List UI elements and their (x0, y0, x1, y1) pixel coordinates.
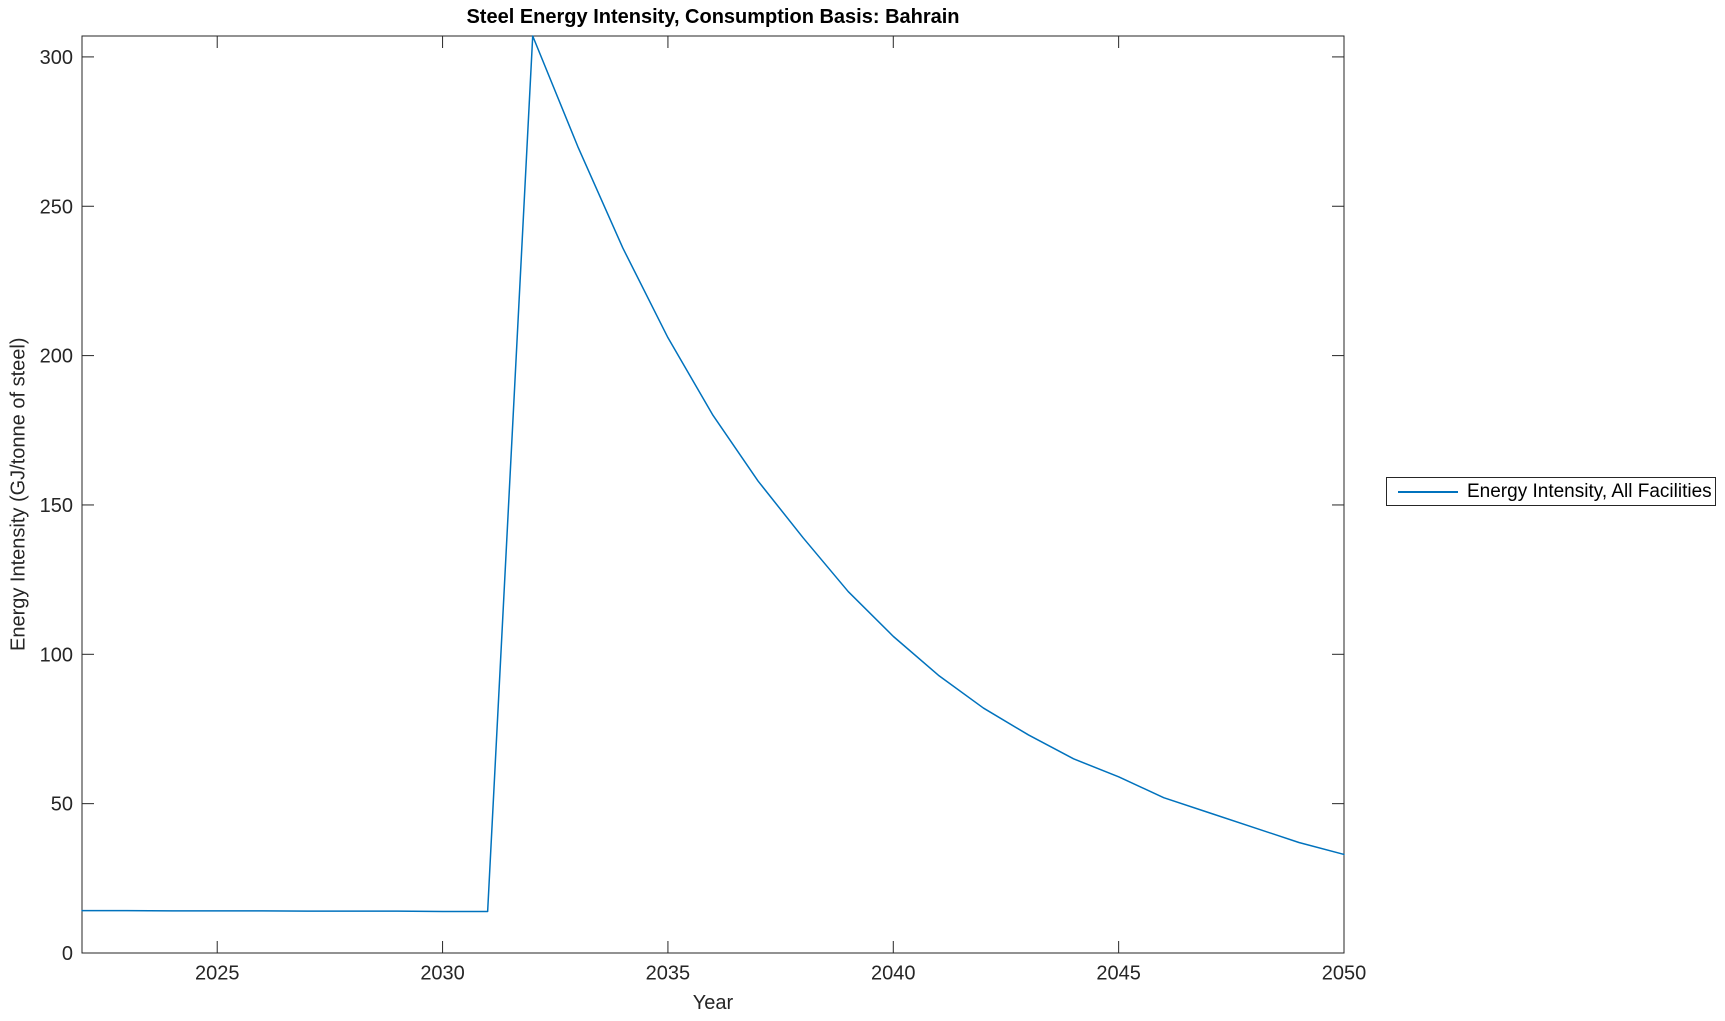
y-tick-label: 0 (62, 943, 73, 965)
x-tick-label: 2050 (1322, 963, 1367, 985)
y-tick-label: 100 (40, 644, 73, 666)
y-tick-label: 200 (40, 346, 73, 368)
x-tick-label: 2035 (646, 963, 691, 985)
y-tick-label: 150 (40, 495, 73, 517)
y-tick-label: 300 (40, 47, 73, 69)
x-tick-label: 2040 (871, 963, 916, 985)
x-axis-label: Year (692, 992, 734, 1014)
x-tick-label: 2030 (420, 963, 465, 985)
legend: Energy Intensity, All Facilities (1386, 477, 1716, 506)
axes-box (81, 35, 1345, 954)
x-tick-label: 2025 (195, 963, 240, 985)
legend-entry-label: Energy Intensity, All Facilities (1467, 480, 1712, 502)
y-tick-label: 50 (51, 794, 73, 816)
legend-line-sample-icon (1398, 490, 1458, 493)
chart-title: Steel Energy Intensity, Consumption Basi… (466, 6, 960, 28)
series-line-energy-intensity (81, 35, 1345, 913)
x-tick-label: 2045 (1096, 963, 1141, 985)
y-tick-label: 250 (40, 196, 73, 218)
